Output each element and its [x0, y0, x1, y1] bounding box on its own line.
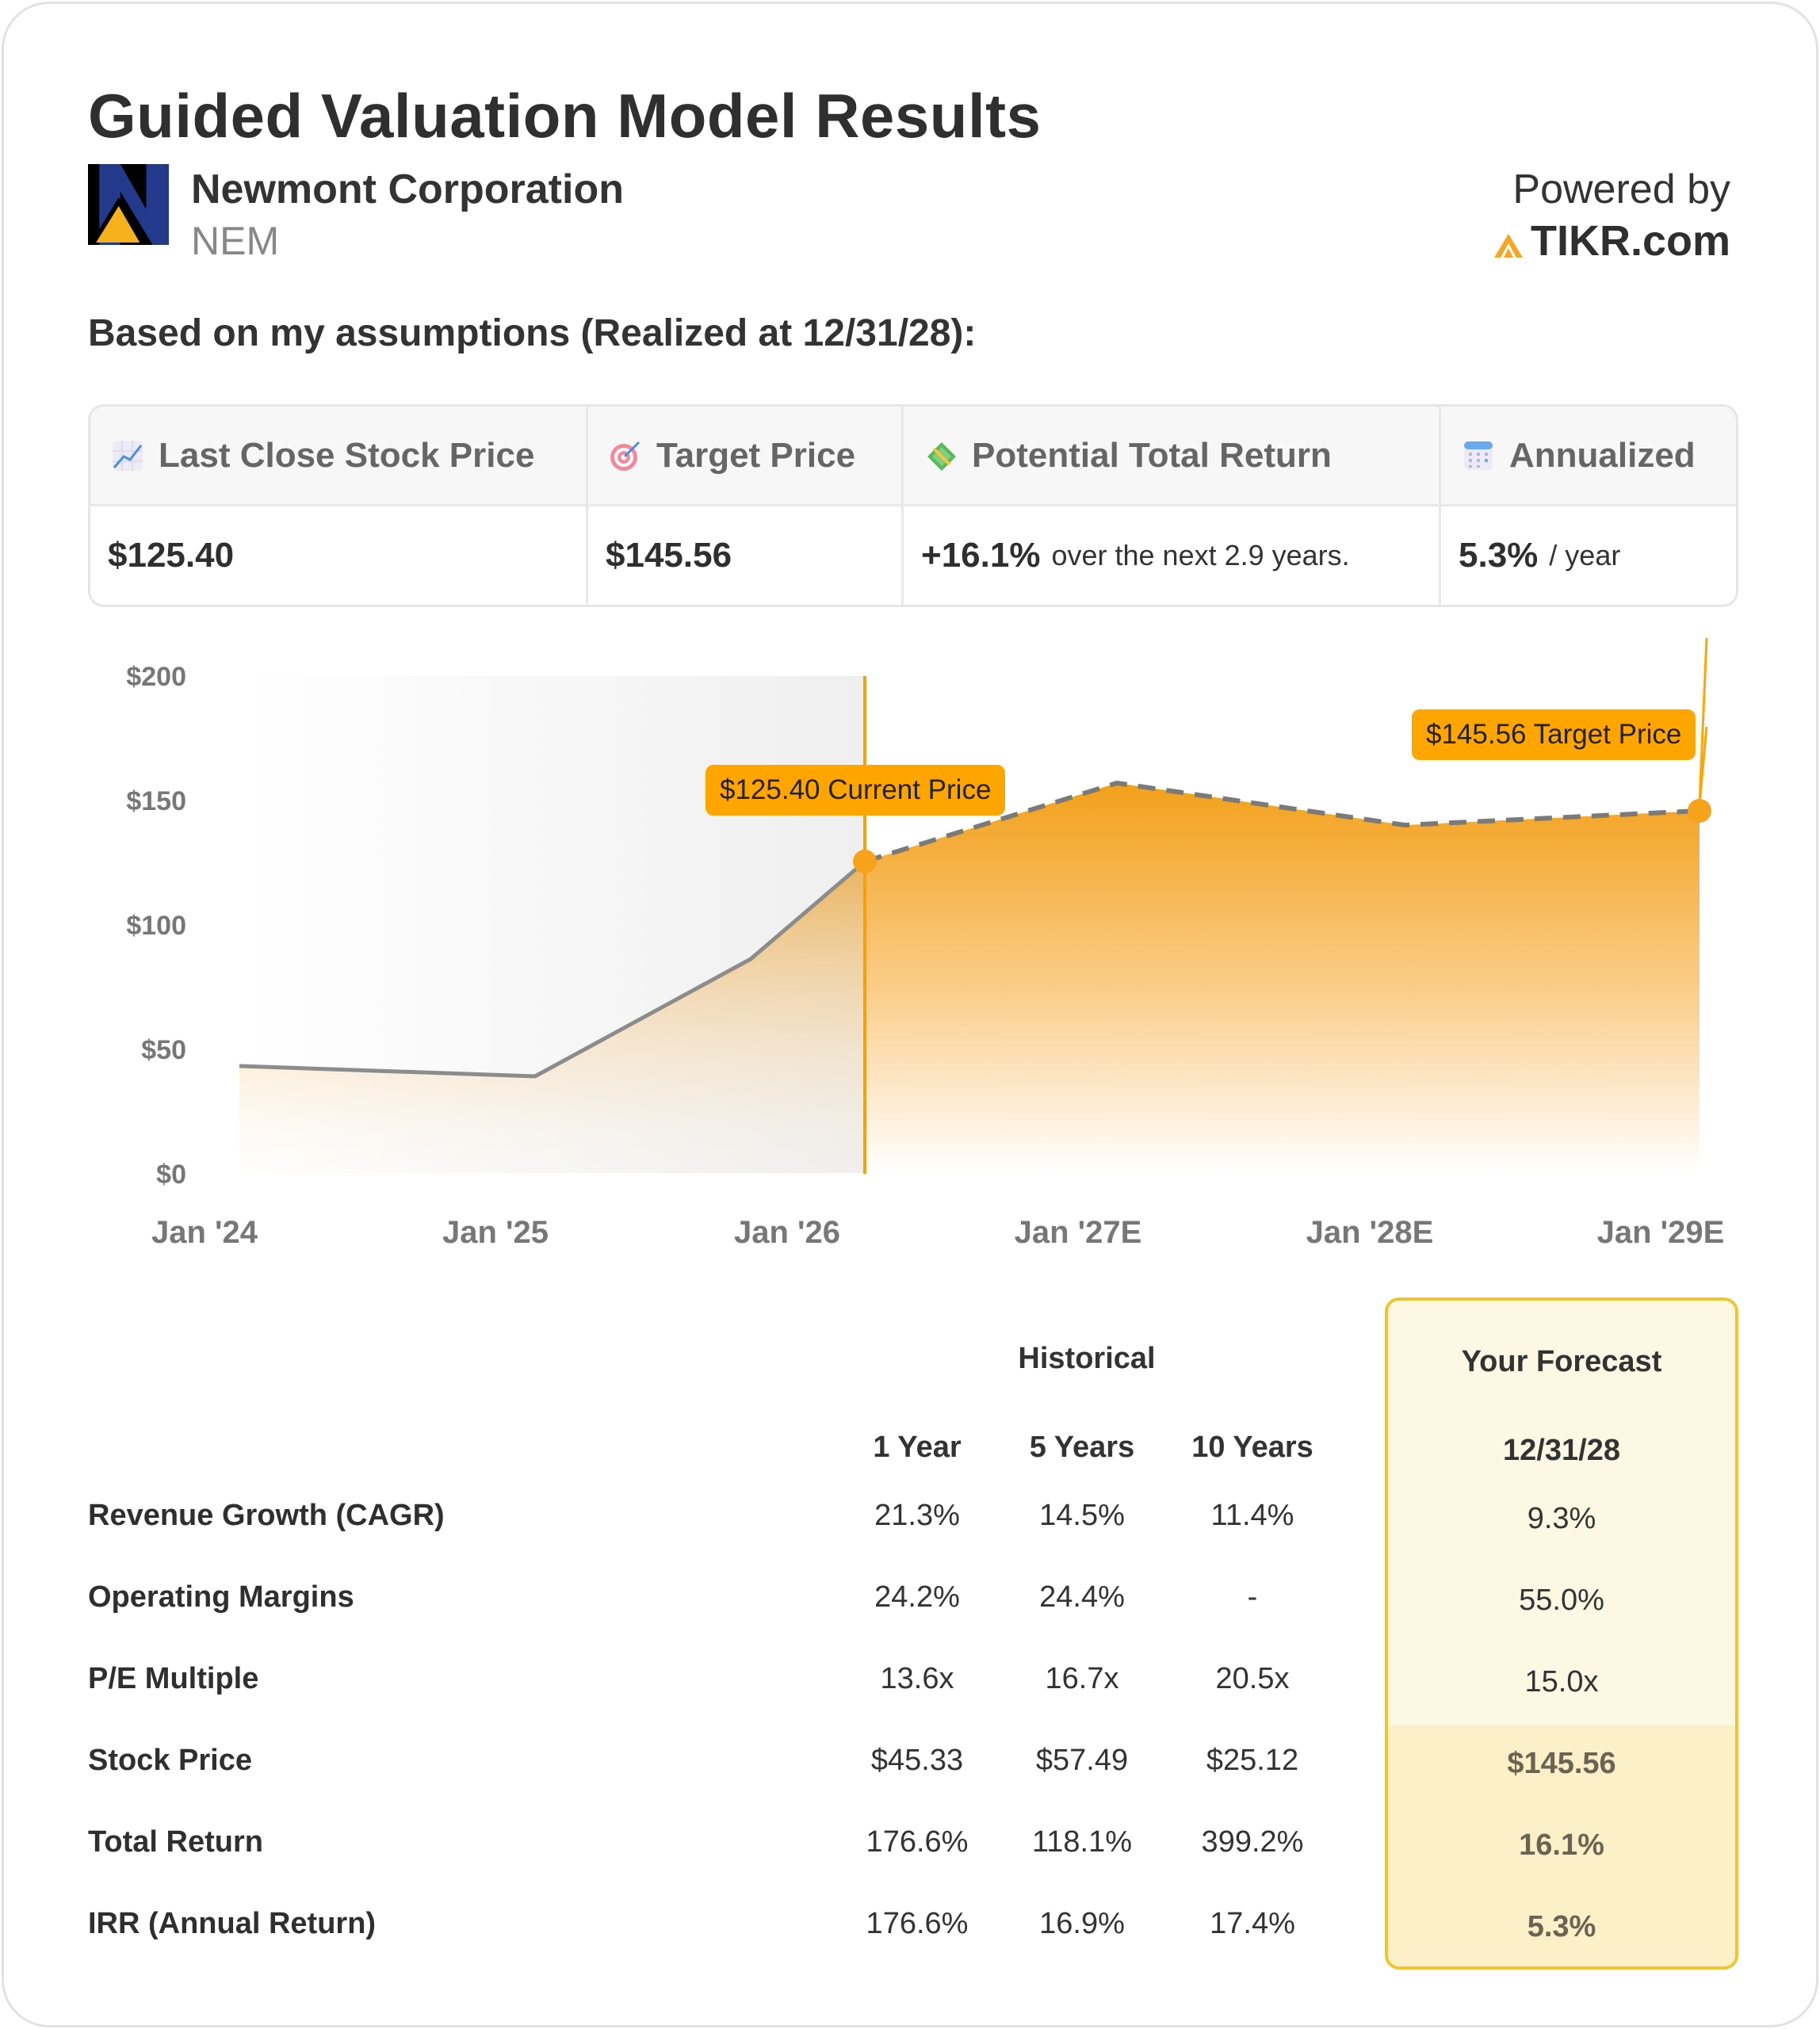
x-tick: Jan '29E — [1596, 1215, 1725, 1250]
row-label-operating-margins: Operating Margins — [88, 1580, 354, 1614]
table-cell: 17.4% — [1210, 1907, 1295, 1940]
returns-comparison-table: Historical Your Forecast 1 Year 5 Years … — [4, 1288, 1820, 2001]
x-tick: Jan '26 — [733, 1215, 841, 1250]
y-tick: $150 — [126, 786, 186, 816]
metric-label: Last Close Stock Price — [159, 435, 535, 475]
current-price-tooltip: $125.40 Current Price — [705, 765, 1006, 816]
metric-value-last-close: $125.40 — [90, 506, 588, 605]
forecast-cell: 16.1% — [1519, 1828, 1604, 1862]
tikr-logo-icon — [1493, 234, 1523, 258]
y-tick: $0 — [156, 1160, 186, 1190]
metric-label: Annualized — [1509, 435, 1696, 475]
metric-label: Target Price — [656, 435, 856, 475]
table-cell: 24.4% — [1039, 1580, 1125, 1614]
forecast-header: Your Forecast — [1461, 1345, 1662, 1378]
metric-value: +16.1% — [921, 536, 1041, 575]
assumptions-heading: Based on my assumptions (Realized at 12/… — [88, 312, 977, 354]
forecast-column-highlight — [1385, 1297, 1738, 1970]
metrics-summary-table: Last Close Stock Price Target Price Pote… — [88, 404, 1738, 607]
ticker-symbol: NEM — [191, 219, 280, 263]
metric-header-target-price: Target Price — [588, 407, 904, 506]
newmont-logo — [88, 164, 169, 245]
table-cell: 16.7x — [1045, 1662, 1119, 1695]
table-cell: 399.2% — [1201, 1825, 1304, 1859]
forecast-cell: 5.3% — [1527, 1910, 1596, 1943]
page-title: Guided Valuation Model Results — [88, 81, 1042, 151]
table-cell: 11.4% — [1210, 1499, 1294, 1532]
metric-header-total-return: Potential Total Return — [904, 407, 1441, 506]
table-cell: 21.3% — [874, 1499, 960, 1532]
forecast-results-highlight — [1388, 1725, 1735, 1966]
column-header-5y: 5 Years — [1029, 1431, 1135, 1464]
metric-subtext: over the next 2.9 years. — [1051, 539, 1350, 571]
forecast-cell: $145.56 — [1507, 1747, 1616, 1780]
table-cell: 13.6x — [880, 1662, 954, 1695]
row-label-revenue-growth: Revenue Growth (CAGR) — [88, 1499, 445, 1532]
target-price-tooltip: $145.56 Target Price — [1412, 709, 1696, 760]
tikr-brand[interactable]: TIKR.com — [1493, 216, 1730, 266]
y-tick: $200 — [126, 662, 186, 692]
company-name: Newmont Corporation — [191, 166, 624, 212]
metric-header-last-close: Last Close Stock Price — [90, 407, 588, 506]
metric-value: 5.3% — [1459, 536, 1539, 575]
historical-header: Historical — [1018, 1342, 1156, 1375]
money-with-wings-icon — [927, 441, 956, 471]
table-cell: 118.1% — [1031, 1825, 1133, 1859]
table-cell: - — [1247, 1580, 1258, 1614]
table-cell: 16.9% — [1039, 1907, 1125, 1940]
row-label-pe-multiple: P/E Multiple — [88, 1662, 259, 1695]
metric-label: Potential Total Return — [972, 435, 1332, 475]
metric-value-total-return: +16.1% over the next 2.9 years. — [904, 506, 1441, 605]
forecast-cell: 15.0x — [1524, 1665, 1599, 1698]
current-price-marker — [853, 850, 877, 873]
x-tick: Jan '27E — [1014, 1215, 1142, 1250]
price-chart: $200 $150 $100 $50 $0 Jan '24 Jan '25 Ja… — [4, 638, 1820, 1272]
table-cell: 20.5x — [1215, 1662, 1290, 1695]
metric-value-target-price: $145.56 — [588, 506, 904, 605]
target-icon — [610, 441, 640, 471]
table-cell: 14.5% — [1039, 1499, 1125, 1532]
y-tick: $100 — [126, 911, 186, 941]
forecast-cell: 9.3% — [1527, 1502, 1596, 1535]
row-label-total-return: Total Return — [88, 1825, 263, 1859]
x-tick: Jan '28E — [1306, 1215, 1434, 1250]
chart-increasing-icon — [113, 440, 143, 471]
calendar-icon — [1464, 441, 1493, 470]
table-cell: 176.6% — [866, 1825, 969, 1859]
row-label-irr: IRR (Annual Return) — [88, 1907, 377, 1940]
tikr-brand-text: TIKR.com — [1530, 217, 1730, 265]
target-price-marker — [1688, 799, 1711, 823]
x-tick: Jan '24 — [151, 1215, 258, 1250]
metric-value: $125.40 — [108, 536, 235, 575]
x-tick: Jan '25 — [442, 1215, 549, 1250]
powered-by-label: Powered by — [1512, 166, 1730, 212]
column-header-1y: 1 Year — [873, 1431, 962, 1464]
table-cell: $25.12 — [1206, 1744, 1299, 1777]
metric-header-annualized: Annualized — [1441, 407, 1736, 506]
forecast-date: 12/31/28 — [1503, 1434, 1620, 1467]
table-cell: 176.6% — [866, 1907, 969, 1940]
table-cell: 24.2% — [874, 1580, 960, 1614]
metric-subtext: / year — [1549, 539, 1621, 571]
column-header-10y: 10 Years — [1191, 1431, 1313, 1464]
price-chart-plot — [239, 638, 1711, 1174]
forecast-cell: 55.0% — [1519, 1584, 1604, 1617]
metric-value-annualized: 5.3% / year — [1441, 506, 1736, 605]
table-cell: $57.49 — [1035, 1744, 1129, 1777]
row-label-stock-price: Stock Price — [88, 1744, 252, 1777]
metric-value: $145.56 — [606, 536, 732, 575]
y-tick: $50 — [141, 1035, 186, 1065]
table-cell: $45.33 — [870, 1744, 964, 1777]
